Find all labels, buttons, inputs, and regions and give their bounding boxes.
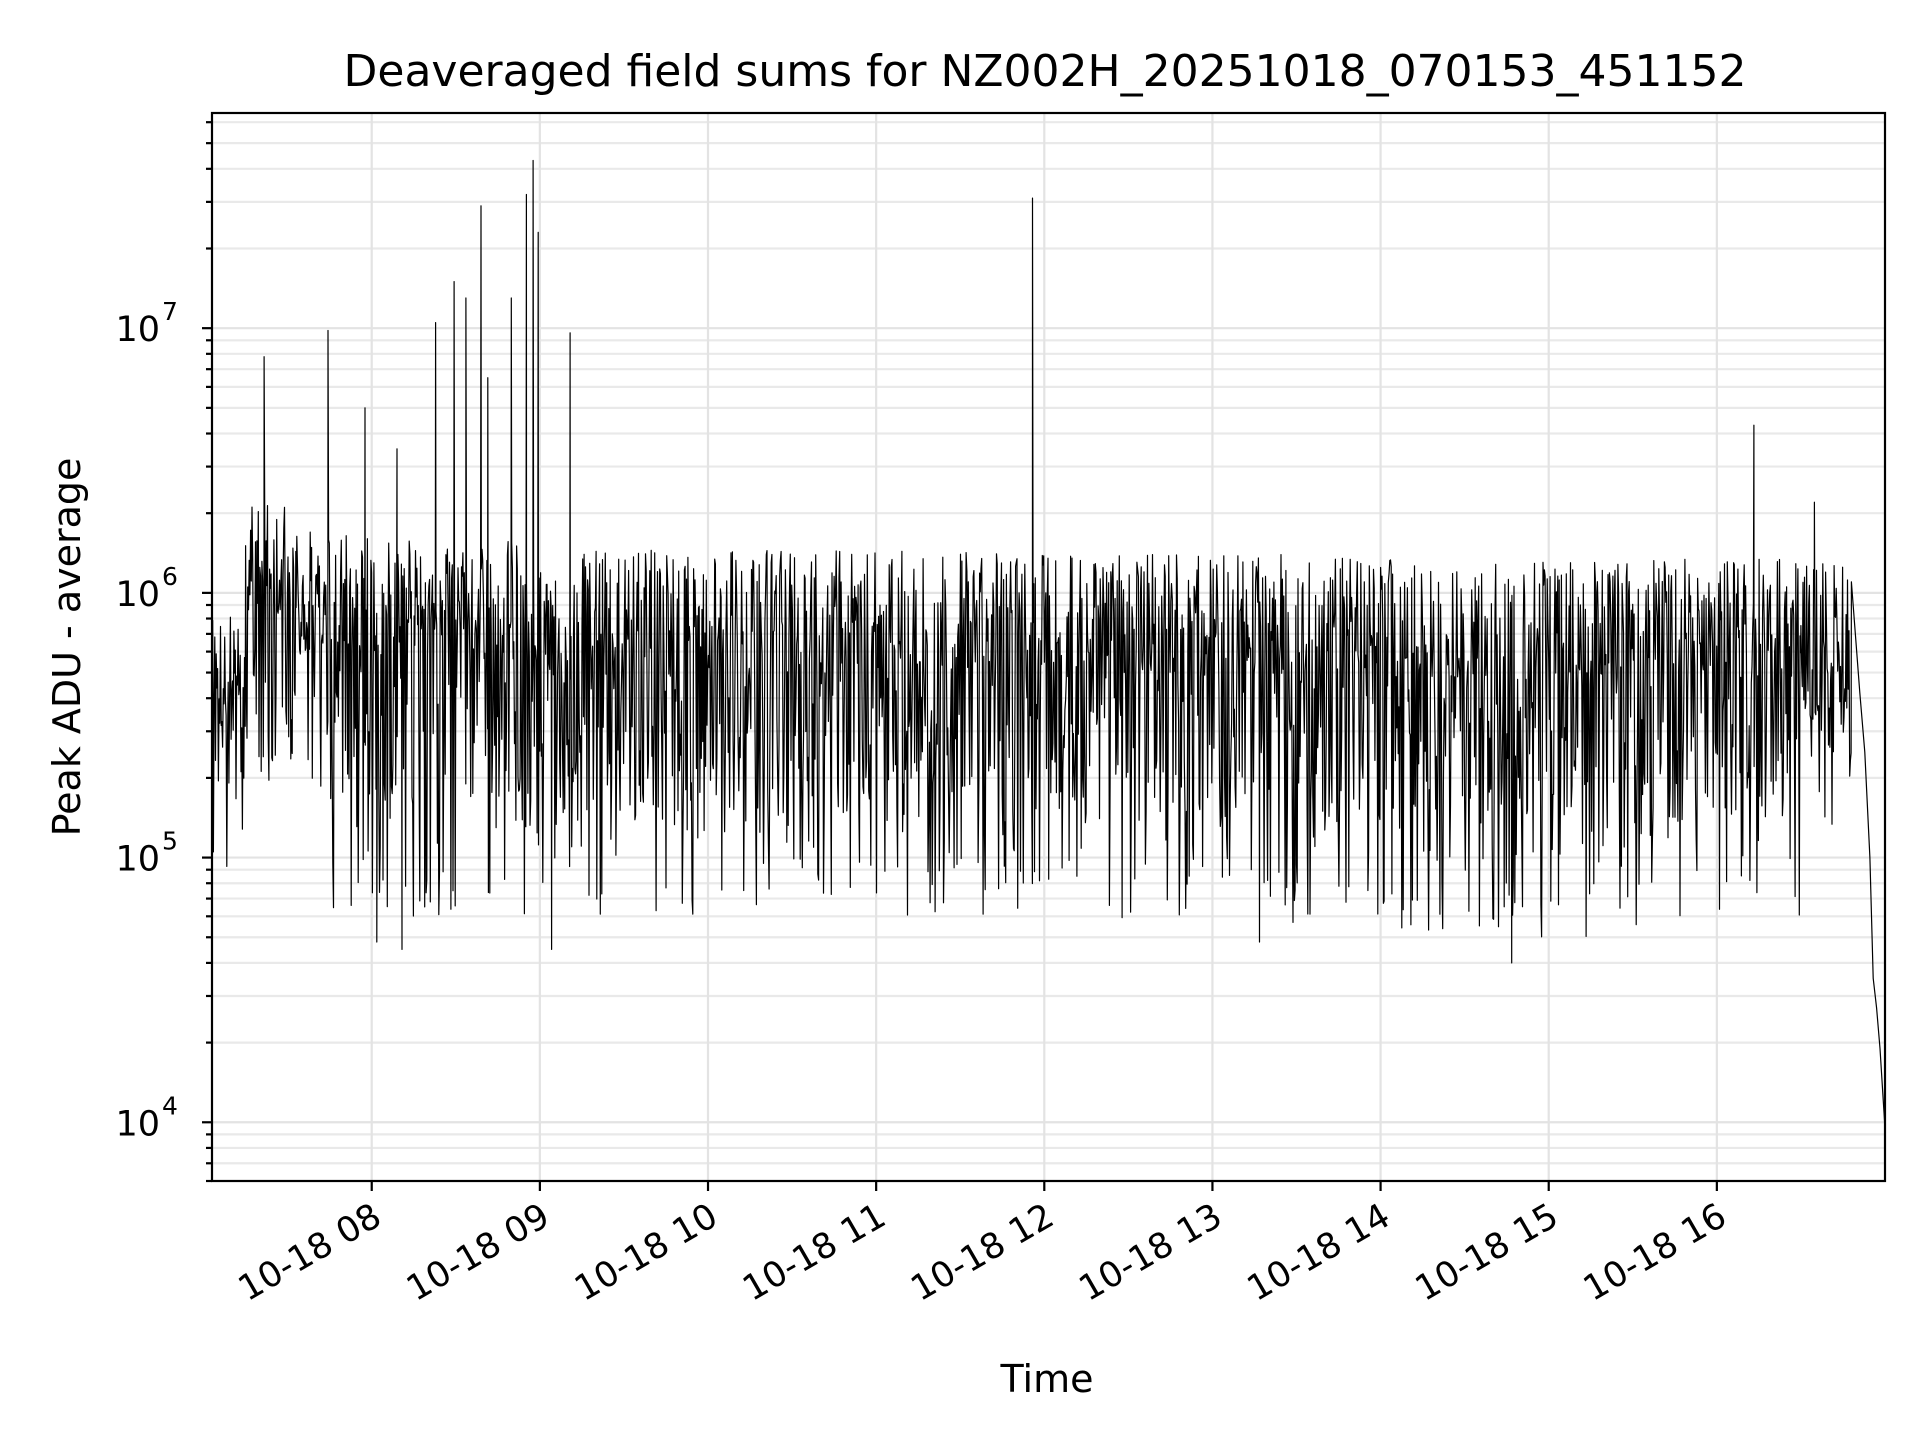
x-tick-label: 10-18 09	[400, 1196, 556, 1309]
y-tick-label: 10	[115, 575, 160, 615]
y-tick-exponent: 7	[162, 297, 178, 326]
y-tick-label: 10	[115, 1104, 160, 1144]
series-layer	[211, 159, 1886, 1129]
y-tick-label: 10	[115, 310, 160, 350]
x-tick-label: 10-18 12	[905, 1196, 1061, 1309]
x-tick-label: 10-18 08	[232, 1196, 388, 1309]
chart-title: Deaveraged field sums for NZ002H_2025101…	[344, 46, 1747, 97]
x-axis-ticks: 10-18 08 10-18 09 10-18 10 10-18 11 10-18 12…	[232, 1181, 1733, 1309]
series-line	[211, 159, 1886, 1129]
y-tick-label: 10	[115, 840, 160, 880]
y-axis-label: Peak ADU - average	[45, 458, 89, 837]
y-tick-exponent: 6	[162, 562, 178, 591]
x-tick-label: 10-18 13	[1073, 1196, 1229, 1309]
y-tick-exponent: 4	[162, 1091, 178, 1120]
x-axis-label: Time	[1000, 1357, 1094, 1401]
x-tick-label: 10-18 10	[568, 1196, 724, 1309]
x-tick-label: 10-18 11	[736, 1196, 892, 1309]
x-tick-label: 10-18 16	[1577, 1196, 1733, 1309]
plot-frame	[210, 111, 1887, 1183]
x-tick-label: 10-18 15	[1409, 1196, 1565, 1309]
y-tick-exponent: 5	[162, 827, 178, 856]
x-tick-label: 10-18 14	[1241, 1196, 1397, 1309]
